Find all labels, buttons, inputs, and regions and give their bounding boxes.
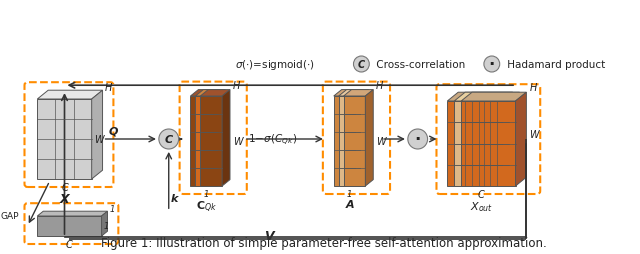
Polygon shape	[212, 90, 220, 186]
Text: H: H	[233, 80, 241, 90]
Polygon shape	[217, 90, 225, 186]
Polygon shape	[515, 93, 526, 186]
Polygon shape	[200, 90, 230, 97]
Text: H: H	[104, 83, 112, 93]
Text: k: k	[171, 194, 178, 203]
Text: Hadamard product: Hadamard product	[504, 60, 605, 70]
Text: GAP: GAP	[1, 211, 19, 220]
Polygon shape	[454, 102, 509, 186]
Text: C: C	[61, 182, 68, 192]
Text: C: C	[478, 189, 485, 199]
Text: X: X	[60, 192, 69, 205]
Polygon shape	[37, 211, 108, 216]
Polygon shape	[200, 97, 222, 186]
Text: W: W	[233, 136, 243, 146]
Polygon shape	[344, 97, 365, 186]
Circle shape	[484, 57, 500, 73]
Polygon shape	[195, 90, 225, 97]
Polygon shape	[365, 90, 373, 186]
Polygon shape	[222, 90, 230, 186]
Text: ·: ·	[415, 131, 421, 148]
Polygon shape	[461, 102, 515, 186]
Text: ·: ·	[488, 56, 495, 74]
Polygon shape	[333, 90, 364, 97]
Polygon shape	[502, 93, 513, 186]
Text: Figure 1: Illustration of simple parameter-free self-attention approximation.: Figure 1: Illustration of simple paramet…	[101, 236, 547, 249]
Polygon shape	[37, 216, 102, 236]
Polygon shape	[509, 93, 520, 186]
Text: Cross-correlation: Cross-correlation	[373, 60, 465, 70]
Text: W: W	[93, 134, 103, 145]
Polygon shape	[191, 97, 212, 186]
Polygon shape	[195, 97, 217, 186]
Text: $1\!-\!\sigma(C_{Qk})$: $1\!-\!\sigma(C_{Qk})$	[248, 132, 297, 147]
Polygon shape	[355, 90, 364, 186]
Text: 1: 1	[109, 204, 115, 213]
Polygon shape	[447, 93, 513, 102]
Text: C$_{Qk}$: C$_{Qk}$	[196, 199, 217, 214]
Text: $X_{out}$: $X_{out}$	[470, 199, 493, 213]
Circle shape	[159, 130, 179, 149]
Polygon shape	[191, 90, 220, 97]
Polygon shape	[37, 91, 102, 100]
Polygon shape	[339, 97, 360, 186]
Text: C: C	[358, 60, 365, 70]
Polygon shape	[92, 91, 102, 179]
Text: V: V	[264, 229, 274, 242]
Text: H: H	[529, 83, 537, 93]
Polygon shape	[454, 93, 520, 102]
Polygon shape	[360, 90, 368, 186]
Polygon shape	[344, 90, 373, 97]
Polygon shape	[333, 97, 355, 186]
Polygon shape	[37, 100, 92, 179]
Text: 1: 1	[204, 189, 209, 198]
Polygon shape	[461, 93, 526, 102]
Text: 1: 1	[347, 189, 352, 198]
Polygon shape	[102, 211, 108, 236]
Text: W: W	[376, 136, 386, 146]
Text: W: W	[529, 129, 539, 139]
Circle shape	[353, 57, 369, 73]
Text: Q: Q	[108, 126, 118, 136]
Text: A: A	[345, 199, 354, 209]
Circle shape	[408, 130, 428, 149]
Polygon shape	[447, 102, 502, 186]
Polygon shape	[339, 90, 368, 97]
Text: H: H	[376, 80, 383, 90]
Text: 1: 1	[104, 222, 109, 231]
Text: C: C	[66, 239, 73, 249]
Text: C: C	[164, 134, 173, 145]
Text: $\sigma(\cdot)$=sigmoid($\cdot$): $\sigma(\cdot)$=sigmoid($\cdot$)	[235, 58, 315, 72]
